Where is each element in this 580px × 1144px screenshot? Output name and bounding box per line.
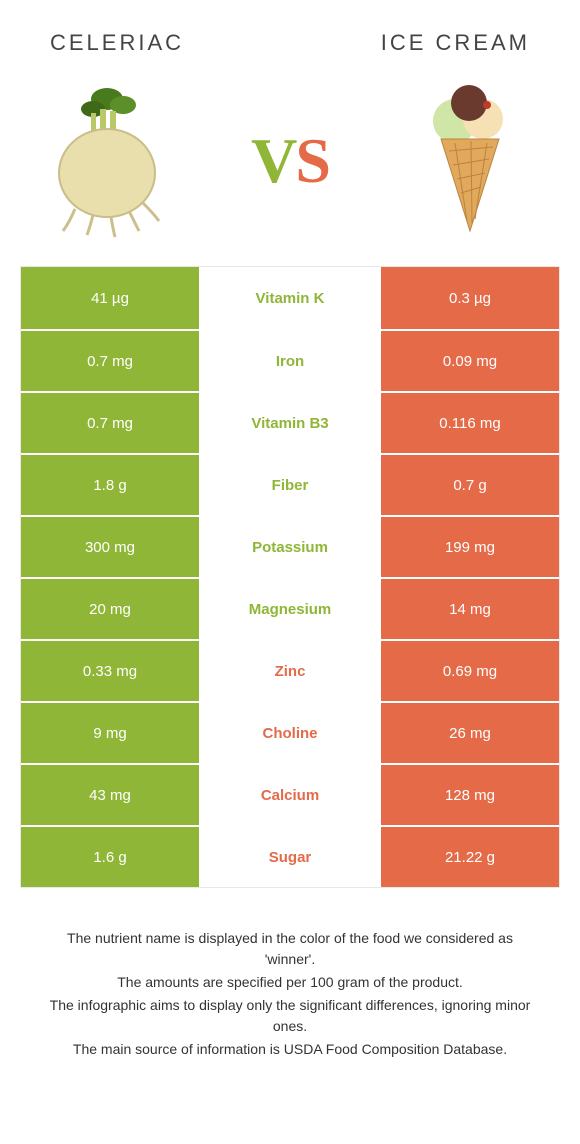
celeriac-image: [40, 81, 180, 241]
nutrient-row: 41 µgVitamin K0.3 µg: [21, 267, 559, 329]
left-value: 1.6 g: [21, 827, 201, 887]
right-value: 0.3 µg: [379, 267, 559, 329]
nutrient-name: Iron: [201, 331, 379, 391]
left-value: 20 mg: [21, 579, 201, 639]
nutrient-row: 1.6 gSugar21.22 g: [21, 825, 559, 887]
left-value: 300 mg: [21, 517, 201, 577]
footnotes: The nutrient name is displayed in the co…: [0, 888, 580, 1060]
left-value: 41 µg: [21, 267, 201, 329]
nutrient-name: Zinc: [201, 641, 379, 701]
footnote-line: The infographic aims to display only the…: [40, 995, 540, 1037]
right-value: 14 mg: [379, 579, 559, 639]
left-value: 43 mg: [21, 765, 201, 825]
right-value: 128 mg: [379, 765, 559, 825]
nutrient-row: 43 mgCalcium128 mg: [21, 763, 559, 825]
vs-s: S: [295, 125, 329, 196]
nutrient-name: Fiber: [201, 455, 379, 515]
right-value: 0.7 g: [379, 455, 559, 515]
nutrient-row: 9 mgCholine26 mg: [21, 701, 559, 763]
header: CELERIAC ICE CREAM: [0, 0, 580, 71]
nutrient-name: Potassium: [201, 517, 379, 577]
left-value: 0.33 mg: [21, 641, 201, 701]
right-value: 199 mg: [379, 517, 559, 577]
left-food-title: CELERIAC: [50, 30, 184, 56]
nutrient-name: Vitamin B3: [201, 393, 379, 453]
nutrient-row: 20 mgMagnesium14 mg: [21, 577, 559, 639]
nutrient-row: 1.8 gFiber0.7 g: [21, 453, 559, 515]
nutrient-name: Choline: [201, 703, 379, 763]
right-value: 26 mg: [379, 703, 559, 763]
nutrient-row: 300 mgPotassium199 mg: [21, 515, 559, 577]
left-value: 0.7 mg: [21, 393, 201, 453]
right-value: 21.22 g: [379, 827, 559, 887]
vs-label: VS: [251, 124, 329, 198]
vs-v: V: [251, 125, 295, 196]
nutrient-name: Vitamin K: [201, 267, 379, 329]
right-value: 0.69 mg: [379, 641, 559, 701]
nutrient-name: Magnesium: [201, 579, 379, 639]
right-food-title: ICE CREAM: [381, 30, 530, 56]
footnote-line: The main source of information is USDA F…: [40, 1039, 540, 1060]
celeriac-icon: [45, 81, 175, 241]
images-row: VS: [0, 71, 580, 266]
nutrient-name: Calcium: [201, 765, 379, 825]
left-value: 1.8 g: [21, 455, 201, 515]
nutrient-name: Sugar: [201, 827, 379, 887]
nutrient-row: 0.7 mgVitamin B30.116 mg: [21, 391, 559, 453]
right-value: 0.09 mg: [379, 331, 559, 391]
nutrient-row: 0.7 mgIron0.09 mg: [21, 329, 559, 391]
icecream-image: [400, 81, 540, 241]
footnote-line: The amounts are specified per 100 gram o…: [40, 972, 540, 993]
right-value: 0.116 mg: [379, 393, 559, 453]
left-value: 0.7 mg: [21, 331, 201, 391]
nutrient-table: 41 µgVitamin K0.3 µg0.7 mgIron0.09 mg0.7…: [20, 266, 560, 888]
nutrient-row: 0.33 mgZinc0.69 mg: [21, 639, 559, 701]
icecream-icon: [405, 81, 535, 241]
left-value: 9 mg: [21, 703, 201, 763]
footnote-line: The nutrient name is displayed in the co…: [40, 928, 540, 970]
